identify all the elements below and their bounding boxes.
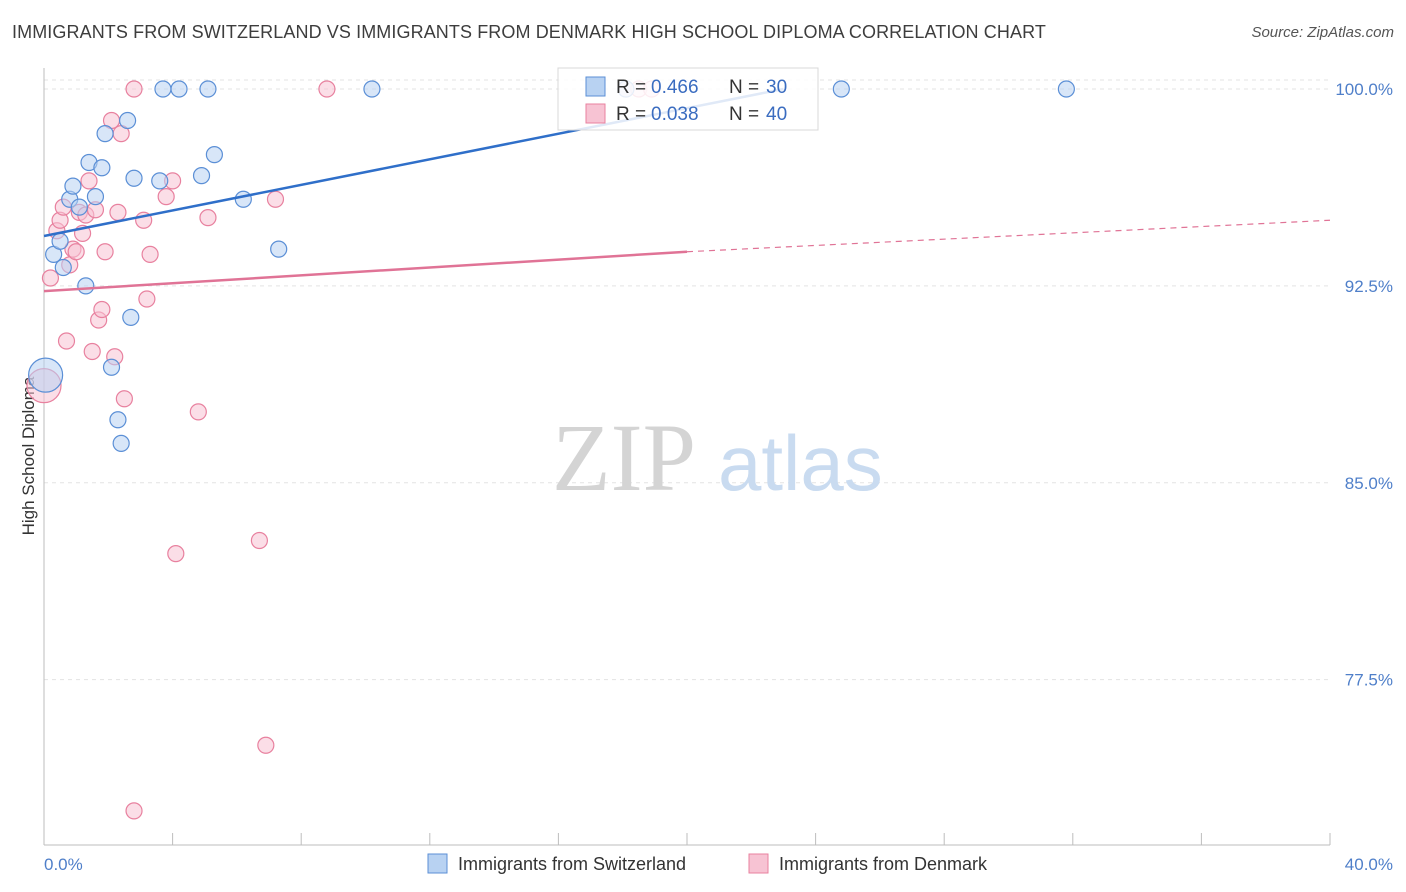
point-switzerland: [77, 277, 95, 295]
stats-swatch-denmark: [585, 103, 606, 124]
point-switzerland: [234, 190, 252, 208]
point-switzerland: [151, 172, 169, 190]
stats-denmark-n-value: 40: [766, 104, 787, 125]
point-switzerland: [109, 411, 127, 429]
point-denmark: [57, 332, 76, 350]
legend-label-switzerland: Immigrants from Switzerland: [458, 854, 686, 874]
point-switzerland: [205, 146, 223, 164]
point-switzerland: [363, 80, 381, 98]
point-switzerland: [1057, 80, 1075, 98]
point-denmark: [199, 209, 217, 227]
chart-title: IMMIGRANTS FROM SWITZERLAND VS IMMIGRANT…: [12, 22, 1046, 42]
point-switzerland: [122, 308, 140, 326]
stats-denmark-r-label: R =: [616, 104, 646, 125]
point-switzerland: [93, 159, 111, 177]
point-denmark: [189, 403, 207, 421]
stats-switzerland-r-label: R =: [616, 77, 646, 98]
legend-label-denmark: Immigrants from Denmark: [779, 854, 988, 874]
x-tick-label: 0.0%: [44, 855, 83, 874]
y-tick-label: 92.5%: [1345, 277, 1393, 296]
point-switzerland: [96, 125, 114, 143]
point-switzerland: [28, 357, 64, 393]
watermark: ZIP atlas: [552, 404, 883, 511]
point-denmark: [125, 80, 143, 98]
y-tick-labels: 100.0% 92.5% 85.0% 77.5%: [1335, 80, 1393, 690]
point-switzerland: [270, 240, 288, 258]
trend-line-denmark-extension: [686, 219, 1331, 253]
point-switzerland: [86, 188, 105, 206]
grid-lines: [44, 79, 1330, 681]
stats-denmark-r-value: 0.038: [651, 104, 699, 125]
y-tick-label: 100.0%: [1335, 80, 1393, 99]
point-denmark: [67, 243, 85, 261]
stats-swatch-switzerland: [585, 76, 606, 97]
point-denmark: [93, 300, 111, 319]
watermark-zip: ZIP: [552, 404, 696, 511]
y-tick-label: 85.0%: [1345, 474, 1393, 493]
point-denmark: [157, 188, 175, 206]
point-switzerland: [192, 167, 211, 185]
point-denmark: [83, 342, 101, 361]
point-switzerland: [118, 111, 137, 130]
legend-swatch-switzerland: [427, 853, 448, 874]
point-denmark: [115, 390, 133, 408]
point-switzerland: [154, 80, 172, 98]
point-switzerland: [64, 177, 82, 195]
point-switzerland: [170, 80, 188, 98]
stats-switzerland-n-value: 30: [766, 77, 787, 98]
point-denmark: [109, 203, 127, 221]
y-tick-label: 77.5%: [1345, 671, 1393, 690]
legend-swatch-denmark: [748, 853, 769, 874]
point-denmark: [257, 736, 275, 754]
point-switzerland: [102, 358, 121, 376]
point-denmark: [266, 190, 285, 208]
source-credit: Source: ZipAtlas.com: [1251, 24, 1394, 41]
point-switzerland: [199, 80, 217, 98]
stats-switzerland-n-label: N =: [729, 77, 759, 98]
x-tick-labels: 0.0% 40.0%: [44, 855, 1393, 874]
point-denmark: [41, 269, 60, 287]
point-denmark: [167, 545, 185, 563]
point-switzerland: [832, 80, 850, 98]
stats-denmark-n-label: N =: [729, 104, 759, 125]
point-denmark: [80, 172, 98, 190]
point-denmark: [138, 290, 156, 308]
point-denmark: [250, 531, 269, 550]
series-switzerland-points: [28, 80, 1075, 452]
stats-switzerland-r-value: 0.466: [651, 77, 699, 98]
point-switzerland: [70, 198, 88, 216]
x-tick-label: 40.0%: [1345, 855, 1393, 874]
point-denmark: [125, 802, 143, 820]
x-tick-marks: [43, 833, 1331, 845]
point-denmark: [96, 243, 114, 261]
y-axis-label: High School Diploma: [19, 376, 38, 535]
point-switzerland: [125, 169, 143, 187]
legend: Immigrants from Switzerland Immigrants f…: [427, 853, 988, 874]
point-switzerland: [51, 232, 69, 250]
point-denmark: [141, 245, 159, 263]
point-switzerland: [112, 434, 130, 452]
point-switzerland: [54, 258, 72, 277]
trend-line-denmark: [43, 250, 688, 293]
watermark-atlas: atlas: [718, 419, 883, 507]
stats-box: R = 0.466 N = 30 R = 0.038 N = 40: [557, 67, 819, 131]
point-denmark: [318, 80, 336, 98]
